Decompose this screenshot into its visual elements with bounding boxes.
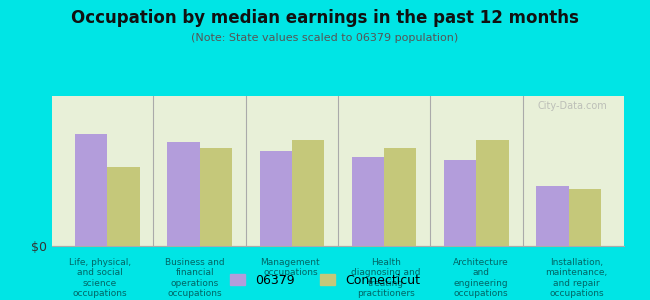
Text: Occupation by median earnings in the past 12 months: Occupation by median earnings in the pas…: [71, 9, 579, 27]
Bar: [75, 134, 107, 246]
Bar: [259, 151, 292, 246]
Bar: [569, 189, 601, 246]
Bar: [476, 140, 509, 246]
Bar: [200, 148, 232, 246]
Bar: [444, 160, 476, 246]
Bar: [167, 142, 200, 246]
Text: Installation,
maintenance,
and repair
occupations: Installation, maintenance, and repair oc…: [545, 258, 608, 298]
Text: Architecture
and
engineering
occupations: Architecture and engineering occupations: [453, 258, 509, 298]
Text: (Note: State values scaled to 06379 population): (Note: State values scaled to 06379 popu…: [191, 33, 459, 43]
Bar: [292, 140, 324, 246]
Bar: [107, 167, 140, 246]
Text: Business and
financial
operations
occupations: Business and financial operations occupa…: [165, 258, 225, 298]
Text: Management
occupations: Management occupations: [261, 258, 320, 278]
Text: Health
diagnosing and
treating
practitioners
and other
technical
occupations: Health diagnosing and treating practitio…: [351, 258, 421, 300]
Bar: [352, 158, 384, 246]
Bar: [536, 186, 569, 246]
Text: City-Data.com: City-Data.com: [537, 100, 607, 110]
Legend: 06379, Connecticut: 06379, Connecticut: [226, 270, 424, 291]
Bar: [384, 148, 417, 246]
Text: Life, physical,
and social
science
occupations: Life, physical, and social science occup…: [69, 258, 131, 298]
